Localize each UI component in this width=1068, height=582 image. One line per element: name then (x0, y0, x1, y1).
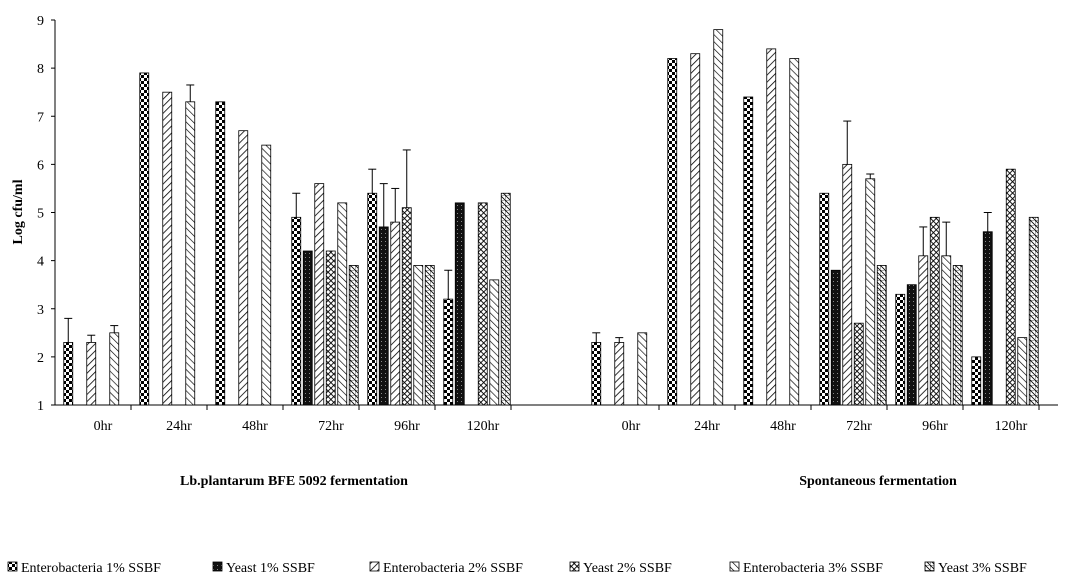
bar (367, 192, 378, 406)
bar (819, 192, 830, 406)
bar (842, 163, 853, 406)
bar (378, 226, 389, 406)
bar (830, 269, 841, 406)
x-tick-label: 48hr (770, 419, 796, 434)
y-tick-label: 9 (37, 14, 44, 29)
bar (325, 250, 336, 406)
bar (853, 322, 864, 406)
bar (302, 250, 313, 406)
bar (690, 53, 701, 406)
legend-label: Yeast 2% SSBF (583, 561, 672, 576)
bar (743, 96, 754, 406)
bar (1005, 168, 1016, 406)
legend-swatch (729, 561, 740, 572)
y-tick-label: 1 (37, 399, 44, 414)
x-tick-label: 96hr (394, 419, 420, 434)
bar (591, 342, 602, 406)
bar (500, 192, 511, 406)
bar (238, 130, 249, 406)
x-tick-label: 72hr (846, 419, 872, 434)
legend-swatch (212, 561, 223, 572)
legend-swatch (7, 561, 18, 572)
y-tick-label: 5 (37, 207, 44, 222)
bar (789, 58, 800, 406)
y-tick-label: 7 (37, 110, 44, 125)
bar (865, 178, 876, 406)
y-tick-label: 6 (37, 158, 44, 173)
bar (162, 91, 173, 406)
bar (261, 144, 272, 406)
bar (443, 298, 454, 406)
bar (906, 284, 917, 406)
legend-label: Yeast 1% SSBF (226, 561, 315, 576)
legend-swatch (369, 561, 380, 572)
bar (952, 265, 963, 406)
y-tick-label: 3 (37, 303, 44, 318)
bar (477, 202, 488, 406)
bar (215, 101, 226, 406)
bar (348, 265, 359, 406)
group-title-lb-plantarum: Lb.plantarum BFE 5092 fermentation (180, 474, 408, 489)
y-ticks: 1 2 3 4 5 6 7 8 9 (37, 14, 55, 414)
bar (314, 183, 325, 406)
x-tick-label: 120hr (995, 419, 1028, 434)
y-tick-label: 8 (37, 62, 44, 77)
bar (637, 332, 648, 406)
legend-swatch (924, 561, 935, 572)
legend-label: Enterobacteria 3% SSBF (743, 561, 883, 576)
bar (918, 255, 929, 406)
bar (971, 356, 982, 406)
bar (982, 231, 993, 406)
bar (390, 221, 401, 406)
category-labels: 0hr 24hr 48hr 72hr 96hr 120hr 0hr 24hr 48hr 72hr 9… (94, 405, 1040, 434)
legend-label: Yeast 3% SSBF (938, 561, 1027, 576)
bar (766, 48, 777, 406)
x-tick-label: 24hr (694, 419, 720, 434)
bar (424, 265, 435, 406)
legend-swatch (569, 561, 580, 572)
bar (337, 202, 348, 406)
x-tick-label: 0hr (94, 419, 113, 434)
bar (1017, 337, 1028, 406)
x-tick-label: 48hr (242, 419, 268, 434)
bar (86, 342, 97, 406)
y-tick-label: 2 (37, 351, 44, 366)
legend: Enterobacteria 1% SSBF Yeast 1% SSBF Enter… (7, 561, 1027, 576)
bar (454, 202, 465, 406)
bar (876, 265, 887, 406)
bar (489, 279, 500, 406)
x-tick-label: 0hr (622, 419, 641, 434)
bar (413, 265, 424, 406)
bar (614, 342, 625, 406)
group-title-spontaneous: Spontaneous fermentation (799, 474, 957, 489)
bar (929, 216, 940, 406)
x-tick-label: 96hr (922, 419, 948, 434)
bar (895, 293, 906, 406)
bar (63, 342, 74, 406)
legend-label: Enterobacteria 2% SSBF (383, 561, 523, 576)
bar (1028, 216, 1039, 406)
x-tick-label: 72hr (318, 419, 344, 434)
bar (291, 216, 302, 406)
y-axis-title: Log cfu/ml (11, 179, 26, 244)
bar (713, 29, 724, 406)
bar (139, 72, 150, 406)
bar (109, 332, 120, 406)
bar (185, 101, 196, 406)
x-tick-label: 120hr (467, 419, 500, 434)
y-tick-label: 4 (37, 255, 44, 270)
error-bars (64, 84, 992, 343)
bar (401, 207, 412, 406)
bar (667, 58, 678, 406)
bars (63, 29, 1039, 406)
bar (941, 255, 952, 406)
legend-label: Enterobacteria 1% SSBF (21, 561, 161, 576)
x-tick-label: 24hr (166, 419, 192, 434)
